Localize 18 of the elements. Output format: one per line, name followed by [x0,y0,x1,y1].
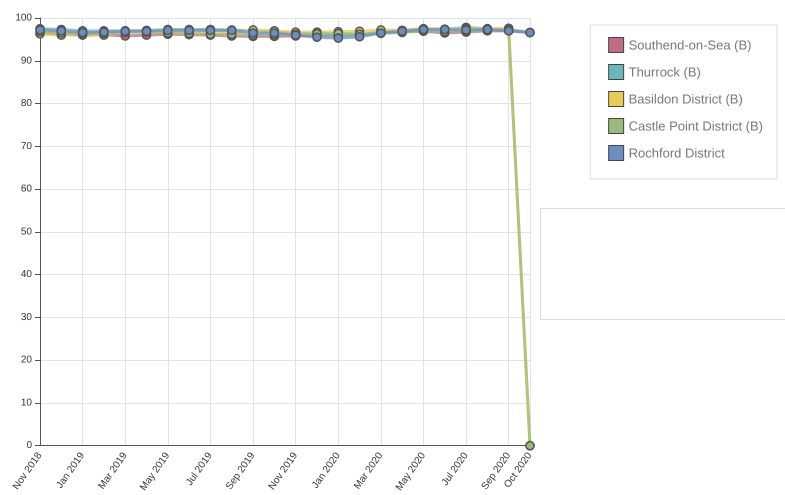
legend-label: Rochford District [628,146,726,160]
y-tick-label: 70 [20,140,32,152]
legend-label: Castle Point District (B) [628,118,764,134]
y-tick-label: 60 [20,184,32,195]
y-tick-label: 80 [20,98,32,110]
y-tick-label: 40 [20,269,32,280]
y-tick-label: 50 [20,226,32,238]
y-tick-label: 90 [20,55,32,66]
legend-label: Thurrock (B) [628,64,701,80]
y-tick-label: 20 [20,354,32,366]
y-tick-label: 0 [26,440,32,452]
y-tick-label: 100 [15,12,32,24]
y-tick-label: 10 [20,397,32,408]
point [334,33,344,43]
legend-label: Southend-on-Sea (B) [628,38,752,52]
legend-label: Basildon District (B) [628,92,743,106]
y-tick-label: 30 [20,312,32,323]
point [354,32,364,42]
